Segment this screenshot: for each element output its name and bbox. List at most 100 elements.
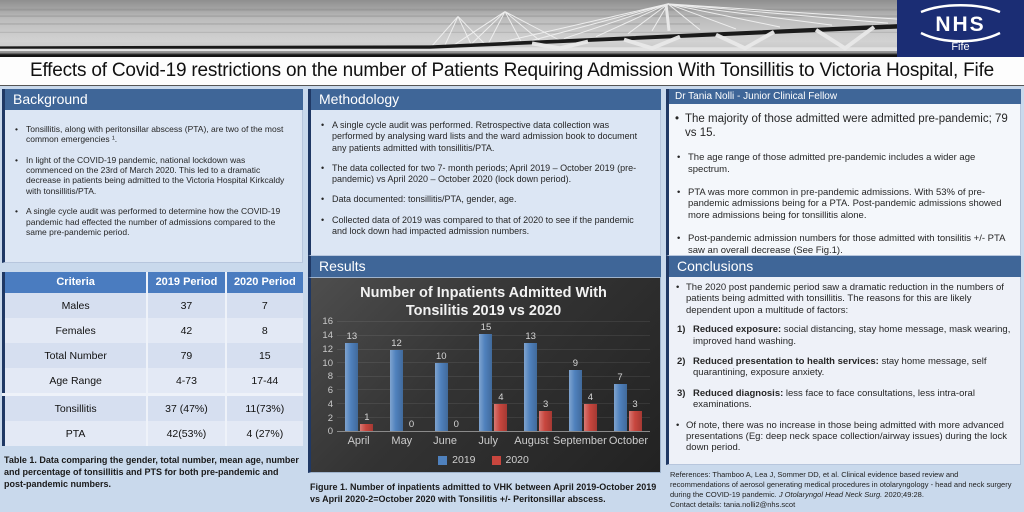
bar-group: 13 1 xyxy=(344,322,374,432)
y-tick-label: 14 xyxy=(322,330,333,341)
table-row: Age Range 4-73 17-44 xyxy=(3,368,303,395)
bar-value-label: 7 xyxy=(617,371,623,383)
references-text: References: Thamboo A, Lea J, Sommer DD,… xyxy=(670,469,1012,499)
background-content: Tonsillitis, along with peritonsillar ab… xyxy=(2,110,303,263)
bar-group: 10 0 xyxy=(434,322,464,432)
bar-wrap: 4 xyxy=(583,322,598,432)
bar-value-label: 3 xyxy=(543,398,549,410)
bar-2019 xyxy=(434,363,448,432)
x-axis: April May June July August September October xyxy=(337,435,650,447)
results-header: Results xyxy=(308,256,661,277)
x-axis-label: August xyxy=(514,435,549,448)
table-cell: 42(53%) xyxy=(146,421,226,447)
nhs-logo-region: Fife xyxy=(951,41,969,53)
bar-value-label: 13 xyxy=(346,330,358,342)
bar-value-label: 4 xyxy=(587,392,593,403)
nhs-logo-text: NHS xyxy=(935,13,985,36)
table-cell: PTA xyxy=(3,421,148,447)
table-cell: 37 (47%) xyxy=(146,393,226,422)
background-header: Background xyxy=(2,89,303,110)
y-tick-label: 2 xyxy=(327,412,333,424)
bar-2019 xyxy=(479,334,493,432)
bullet-item: 2) Reduced presentation to health service… xyxy=(677,355,987,379)
bar-wrap: 4 xyxy=(493,322,508,432)
table-header-criteria: Criteria xyxy=(3,272,148,294)
bullet-item: The data collected for two 7- month peri… xyxy=(319,163,650,186)
bar-value-label: 12 xyxy=(391,337,402,349)
bar-wrap: 10 xyxy=(434,322,449,432)
bar-wrap: 7 xyxy=(613,322,628,432)
bar-2019 xyxy=(568,369,582,432)
bar-wrap: 0 xyxy=(404,322,419,431)
author-header: Dr Tania Nolli - Junior Clinical Fellow xyxy=(666,89,1021,104)
conclusions-numbered-list: 1) Reduced exposure: social distancing, s… xyxy=(677,324,1012,410)
bullet-item: Tonsillitis, along with peritonsillar ab… xyxy=(13,124,292,145)
bar-wrap: 13 xyxy=(344,322,359,432)
plot-area: 13 1 12 0 10 0 15 4 13 3 9 4 7 3 xyxy=(337,321,650,433)
legend-swatch-2020 xyxy=(491,455,501,465)
table-cell: Tonsillitis xyxy=(3,393,148,422)
table-wrapper: Criteria 2019 Period 2020 Period Males 37… xyxy=(2,272,303,447)
x-axis-label: October xyxy=(608,435,648,448)
bar-wrap: 3 xyxy=(628,322,643,432)
methodology-header: Methodology xyxy=(308,89,661,110)
table-cell: Age Range xyxy=(3,368,148,395)
table-cell: 15 xyxy=(224,343,303,369)
table-cell: 8 xyxy=(224,318,303,344)
bullet-item: The age range of those admitted pre-pand… xyxy=(675,152,1012,176)
banner: NHS Fife xyxy=(0,0,1024,57)
left-column: Background Tonsillitis, along with perit… xyxy=(2,89,303,510)
references: References: Thamboo A, Lea J, Sommer DD,… xyxy=(666,465,1021,511)
table-row: Males 37 7 xyxy=(3,293,303,319)
middle-column: Methodology A single cycle audit was per… xyxy=(308,89,661,510)
y-tick-label: 12 xyxy=(322,343,333,355)
references-cite: 2020;49:28. xyxy=(882,489,924,499)
table-cell: 4 (27%) xyxy=(224,421,303,447)
nhs-fife-logo: NHS Fife xyxy=(897,0,1024,57)
x-axis-label: September xyxy=(553,435,607,448)
bar-2019 xyxy=(613,383,627,432)
table-cell: Females xyxy=(3,318,148,344)
legend-item-2019: 2019 xyxy=(438,454,476,466)
title-bar: Effects of Covid-19 restrictions on the … xyxy=(0,57,1024,86)
bar-2019 xyxy=(524,342,538,432)
comparison-table: Criteria 2019 Period 2020 Period Males 37… xyxy=(2,272,303,447)
conclusions-header: Conclusions xyxy=(666,256,1021,277)
bar-value-label: 0 xyxy=(408,419,415,431)
bar-2019 xyxy=(390,349,404,432)
y-axis: 0 2 4 6 8 10 12 14 16 xyxy=(317,316,337,437)
bar-value-label: 13 xyxy=(525,330,536,342)
conclusions-intro: The 2020 post pandemic period saw a dram… xyxy=(675,282,1012,316)
x-axis-label: April xyxy=(347,435,370,448)
legend-item-2020: 2020 xyxy=(491,454,529,466)
table-row: Total Number 79 15 xyxy=(3,343,303,369)
bullet-item: 3) Reduced diagnosis: less face to face c… xyxy=(677,387,975,411)
legend-swatch-2019 xyxy=(438,455,448,465)
chart-legend: 2019 2020 xyxy=(317,454,650,466)
y-tick-label: 8 xyxy=(327,371,333,383)
conclusions-content: The 2020 post pandemic period saw a dram… xyxy=(666,277,1021,465)
poster-title: Effects of Covid-19 restrictions on the … xyxy=(29,60,995,81)
bar-value-label: 15 xyxy=(480,322,492,334)
table-row: Tonsillitis 37 (47%) 11(73%) xyxy=(3,393,303,422)
bullet-item: The majority of those admitted were admi… xyxy=(675,112,1012,141)
bar-wrap: 15 xyxy=(478,322,493,432)
references-journal: J Otolaryngol Head Neck Surg. xyxy=(778,489,883,499)
gridline xyxy=(337,362,650,364)
gridline xyxy=(337,321,650,323)
bar-group: 13 3 xyxy=(523,322,553,432)
x-axis-label: June xyxy=(433,435,457,448)
table-row: PTA 42(53%) 4 (27%) xyxy=(3,421,303,447)
bar-2020 xyxy=(494,404,508,432)
bar-wrap: 1 xyxy=(359,322,374,432)
bullet-item: Post-pandemic admission numbers for thos… xyxy=(675,233,1012,257)
findings-bullets: The majority of those admitted were admi… xyxy=(675,112,1012,257)
y-tick-label: 6 xyxy=(327,385,333,396)
bar-2020 xyxy=(360,424,374,432)
bar-value-label: 1 xyxy=(364,412,370,424)
bar-wrap: 9 xyxy=(568,322,583,432)
bar-wrap: 3 xyxy=(538,322,553,432)
y-tick-label: 10 xyxy=(322,357,333,369)
